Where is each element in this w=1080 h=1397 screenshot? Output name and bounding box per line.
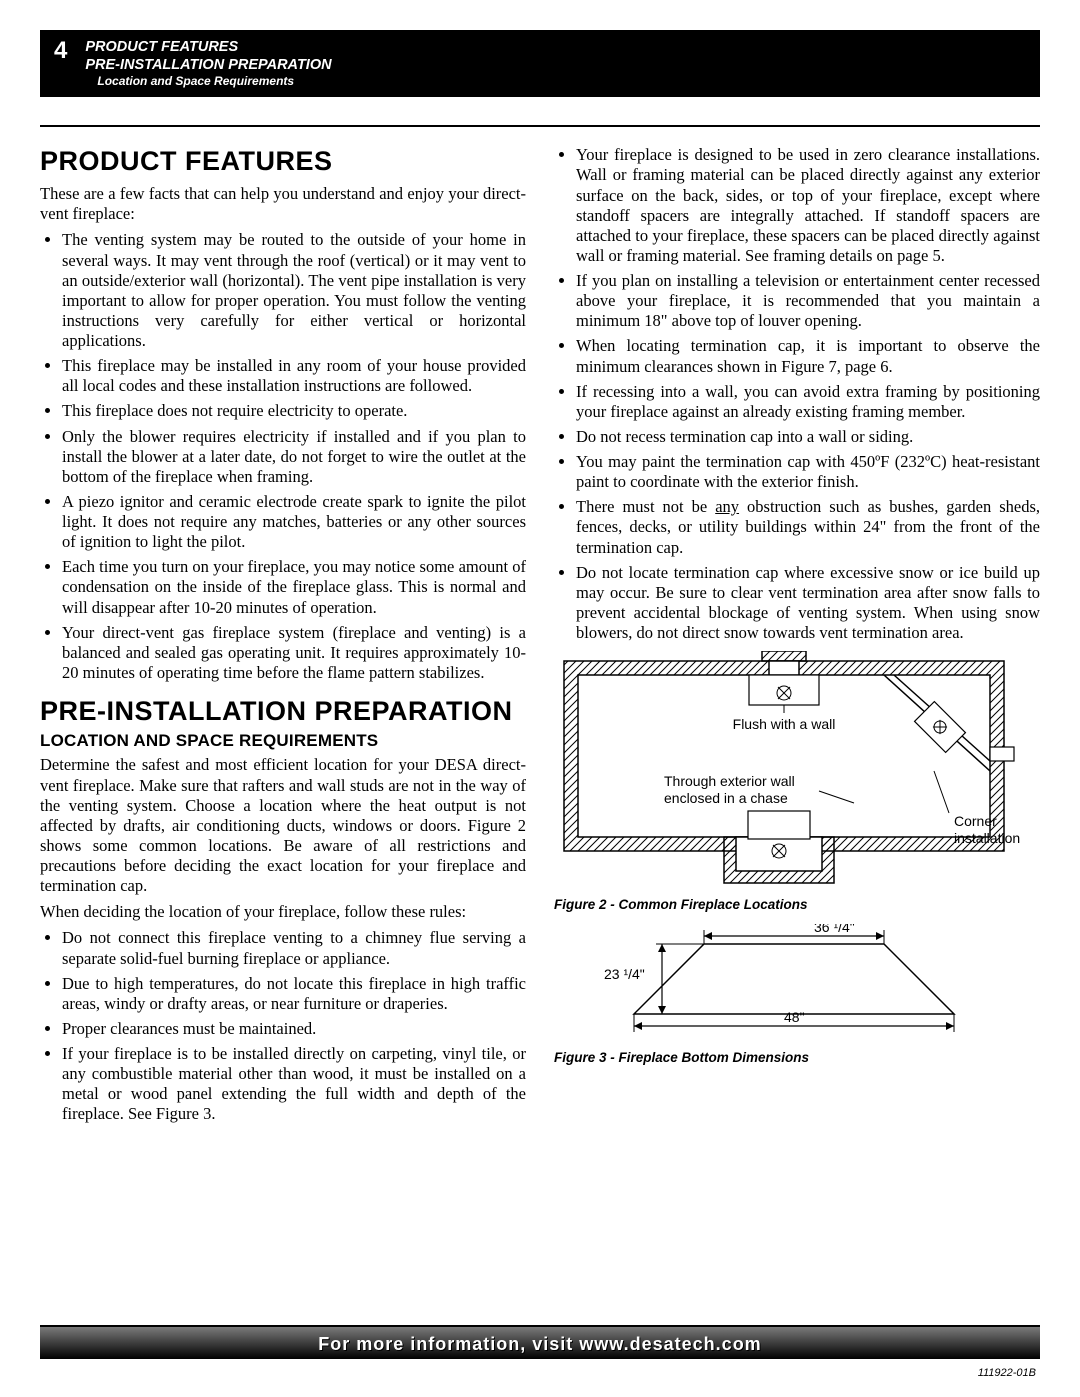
underline-any: any <box>715 497 739 516</box>
figure-3-caption: Figure 3 - Fireplace Bottom Dimensions <box>554 1050 1040 1066</box>
fig2-label-through-1: Through exterior wall <box>664 773 795 789</box>
left-column: PRODUCT FEATURES These are a few facts t… <box>40 145 526 1130</box>
footer-bar: For more information, visit www.desatech… <box>40 1325 1040 1359</box>
list-item: Only the blower requires electricity if … <box>62 427 526 487</box>
loc-p2: When deciding the location of your firep… <box>40 902 526 922</box>
list-item: Due to high temperatures, do not locate … <box>62 974 526 1014</box>
fig2-label-through-2: enclosed in a chase <box>664 790 788 806</box>
figure-2: Flush with a wall Through exterior wall <box>554 651 1040 913</box>
heading-location: LOCATION AND SPACE REQUIREMENTS <box>40 731 526 752</box>
list-item: Do not locate termination cap where exce… <box>576 563 1040 644</box>
text: There must not be <box>576 497 715 516</box>
list-item: The venting system may be routed to the … <box>62 230 526 351</box>
list-item: If recessing into a wall, you can avoid … <box>576 382 1040 422</box>
page-number: 4 <box>54 38 67 64</box>
heading-preinstall: PRE-INSTALLATION PREPARATION <box>40 697 526 727</box>
fig3-dim-bottom: 48" <box>784 1009 805 1025</box>
list-item: Do not recess termination cap into a wal… <box>576 427 1040 447</box>
list-item: A piezo ignitor and ceramic electrode cr… <box>62 492 526 552</box>
header-line-2: PRE-INSTALLATION PREPARATION <box>85 56 331 74</box>
fig3-dim-top: 36 ¹/4" <box>814 924 855 935</box>
horizontal-rule <box>40 125 1040 127</box>
pf-list: The venting system may be routed to the … <box>40 230 526 683</box>
loc-p1: Determine the safest and most efficient … <box>40 755 526 896</box>
fig2-label-corner-1: Corner <box>954 813 997 829</box>
list-item: Do not connect this fireplace venting to… <box>62 928 526 968</box>
list-item: There must not be any obstruction such a… <box>576 497 1040 557</box>
fig2-label-corner-2: installation <box>954 830 1020 846</box>
list-item: If your fireplace is to be installed dir… <box>62 1044 526 1125</box>
heading-product-features: PRODUCT FEATURES <box>40 145 526 178</box>
page-header: 4 PRODUCT FEATURES PRE-INSTALLATION PREP… <box>40 30 1040 97</box>
list-item: Proper clearances must be maintained. <box>62 1019 526 1039</box>
list-item: Your fireplace is designed to be used in… <box>576 145 1040 266</box>
pf-intro: These are a few facts that can help you … <box>40 184 526 224</box>
loc-list-right: Your fireplace is designed to be used in… <box>554 145 1040 643</box>
list-item: Your direct-vent gas fireplace system (f… <box>62 623 526 683</box>
list-item: This fireplace does not require electric… <box>62 401 526 421</box>
list-item: This fireplace may be installed in any r… <box>62 356 526 396</box>
header-line-1: PRODUCT FEATURES <box>85 38 331 56</box>
figure-3: 36 ¹/4" 23 ¹/4" 48" <box>554 924 1040 1066</box>
figure-3-svg: 36 ¹/4" 23 ¹/4" 48" <box>554 924 984 1044</box>
fig3-dim-left: 23 ¹/4" <box>604 966 645 982</box>
document-number: 111922-01B <box>978 1367 1036 1379</box>
list-item: You may paint the termination cap with 4… <box>576 452 1040 492</box>
list-item: Each time you turn on your fireplace, yo… <box>62 557 526 617</box>
loc-list-left: Do not connect this fireplace venting to… <box>40 928 526 1124</box>
header-lines: PRODUCT FEATURES PRE-INSTALLATION PREPAR… <box>85 38 331 89</box>
figure-2-caption: Figure 2 - Common Fireplace Locations <box>554 897 1040 913</box>
header-line-3: Location and Space Requirements <box>97 74 331 89</box>
list-item: If you plan on installing a television o… <box>576 271 1040 331</box>
list-item: When locating termination cap, it is imp… <box>576 336 1040 376</box>
right-column: Your fireplace is designed to be used in… <box>554 145 1040 1130</box>
figure-2-svg: Flush with a wall Through exterior wall <box>554 651 1024 891</box>
fig2-label-flush: Flush with a wall <box>733 716 836 732</box>
